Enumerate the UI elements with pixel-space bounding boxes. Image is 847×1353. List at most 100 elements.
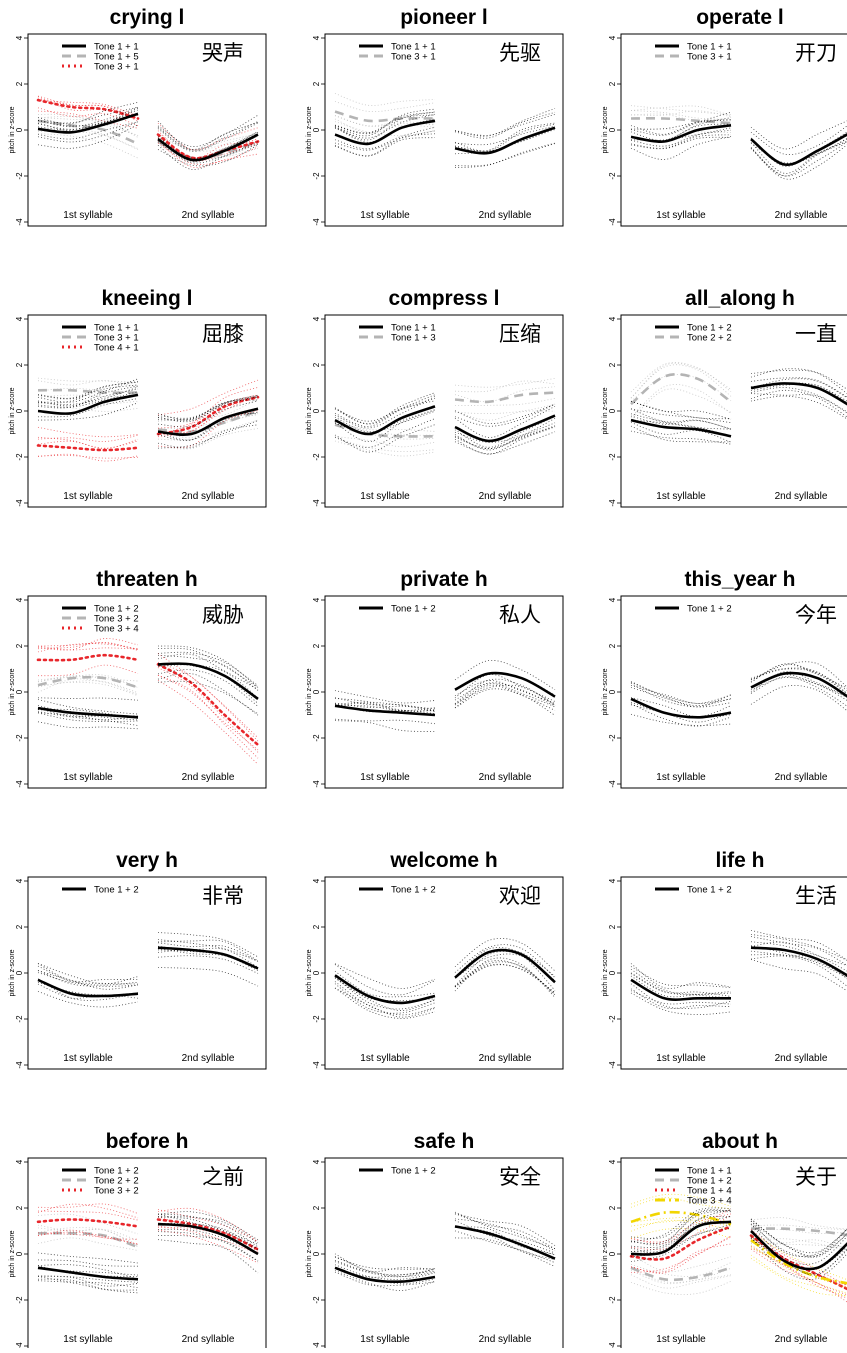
trial-trace	[157, 143, 259, 170]
trial-trace	[750, 676, 847, 707]
trial-trace	[630, 105, 732, 116]
mean-line	[750, 1227, 847, 1237]
trial-trace	[750, 120, 847, 150]
x-label-1st-syllable: 1st syllable	[656, 491, 706, 502]
trial-trace	[334, 963, 436, 989]
legend-label: Tone 1 + 5	[94, 52, 139, 63]
panel-all-along-h: all_along h -4 -2 0 2 4 pitch in z-score 1st sy…	[602, 287, 847, 508]
y-tick-label: 2	[15, 643, 24, 648]
mean-line	[630, 697, 732, 719]
y-tick-label: -4	[15, 218, 24, 226]
y-tick-label: 0	[312, 689, 321, 694]
trial-trace	[334, 690, 436, 704]
y-tick-label: -2	[312, 1296, 321, 1304]
legend-label: Tone 4 + 1	[94, 343, 139, 354]
trial-trace	[334, 987, 436, 1019]
trial-trace	[750, 393, 847, 414]
y-tick-label: 2	[312, 81, 321, 86]
trial-trace	[157, 131, 259, 159]
trial-trace	[157, 1229, 259, 1264]
trial-trace	[157, 955, 259, 974]
panel-title: operate l	[696, 6, 784, 29]
y-tick-label: 0	[608, 408, 617, 413]
trial-trace	[37, 983, 139, 999]
y-axis-label: pitch in z-score	[9, 668, 16, 715]
mean-line	[36, 98, 140, 120]
trial-trace	[750, 389, 847, 418]
y-axis-label: pitch in z-score	[602, 668, 609, 715]
mean-line	[334, 1266, 436, 1284]
trial-trace	[157, 672, 259, 716]
mean-line	[37, 393, 139, 415]
x-label-2nd-syllable: 2nd syllable	[182, 210, 235, 221]
legend-label: Tone 1 + 4	[687, 1186, 732, 1197]
trial-trace	[630, 685, 732, 704]
mean-line	[750, 671, 847, 698]
trial-trace	[334, 1260, 436, 1276]
trial-trace	[37, 1227, 139, 1246]
trial-trace	[157, 1239, 259, 1274]
trial-trace	[37, 705, 139, 721]
legend-label: Tone 1 + 2	[94, 1166, 139, 1177]
y-tick-label: 0	[15, 408, 24, 413]
trial-trace	[157, 424, 259, 449]
trial-trace	[334, 101, 436, 113]
trial-trace	[630, 1207, 732, 1243]
mean-line	[454, 1225, 556, 1260]
y-tick-label: -2	[608, 1296, 617, 1304]
y-tick-label: -4	[312, 218, 321, 226]
trial-trace	[630, 1211, 732, 1245]
chinese-word-label: 开刀	[795, 41, 837, 65]
trial-trace	[630, 988, 732, 1009]
trial-trace	[157, 120, 259, 151]
trial-trace	[454, 944, 556, 979]
trial-trace	[157, 122, 259, 152]
trial-trace	[630, 128, 732, 133]
trial-trace	[454, 674, 556, 702]
mean-line	[334, 119, 436, 146]
trial-trace	[157, 136, 259, 159]
trial-trace	[334, 126, 436, 150]
mean-line	[37, 1231, 139, 1249]
panel-title: pioneer l	[400, 6, 488, 29]
trial-trace	[454, 688, 556, 716]
trial-trace	[750, 941, 847, 972]
mean-line	[156, 395, 260, 436]
trial-trace	[454, 937, 556, 972]
panel-welcome-h: welcome h -4 -2 0 2 4 pitch in z-score 1st syll…	[306, 849, 564, 1070]
trial-trace	[750, 668, 847, 691]
mean-line	[157, 133, 259, 162]
trial-trace	[750, 930, 847, 961]
trial-trace	[750, 685, 847, 712]
trial-trace	[454, 403, 556, 427]
trial-trace	[37, 440, 139, 449]
y-tick-label: 0	[15, 127, 24, 132]
trial-trace	[750, 667, 847, 695]
panel-title: welcome h	[389, 849, 497, 872]
y-tick-label: 0	[608, 127, 617, 132]
trial-trace	[630, 401, 732, 420]
x-label-2nd-syllable: 2nd syllable	[479, 772, 532, 783]
trial-trace	[37, 678, 139, 695]
mean-line	[454, 671, 556, 698]
trial-trace	[630, 400, 732, 420]
trial-trace	[157, 679, 259, 765]
mean-line	[454, 391, 556, 404]
trial-trace	[454, 684, 556, 705]
mean-line	[334, 974, 436, 1005]
trial-trace	[37, 645, 139, 651]
trial-trace	[334, 977, 436, 1012]
mean-line	[37, 706, 139, 719]
trial-trace	[750, 663, 847, 695]
y-tick-label: 4	[312, 316, 321, 321]
y-tick-label: 4	[15, 1159, 24, 1164]
trial-trace	[157, 1235, 259, 1262]
x-label-1st-syllable: 1st syllable	[63, 1334, 113, 1345]
trial-trace	[750, 395, 847, 420]
trial-trace	[750, 1244, 847, 1294]
trial-trace	[157, 130, 259, 160]
legend-label: Tone 3 + 1	[687, 52, 732, 63]
trial-trace	[157, 396, 259, 421]
legend-label: Tone 1 + 2	[94, 885, 139, 896]
trial-trace	[37, 1280, 139, 1294]
